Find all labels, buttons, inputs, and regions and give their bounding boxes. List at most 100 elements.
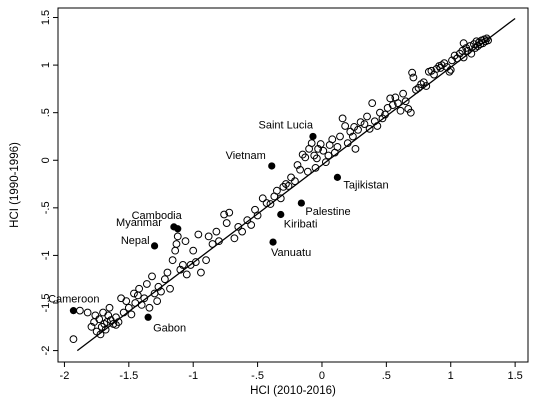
data-point	[145, 303, 154, 312]
highlighted-point	[144, 313, 152, 321]
data-point	[466, 42, 474, 50]
x-tick-label: 1	[448, 370, 454, 382]
data-point	[282, 180, 290, 188]
country-label: Gabon	[153, 322, 186, 334]
data-point	[238, 227, 247, 236]
data-point	[307, 139, 316, 148]
data-point	[273, 186, 281, 195]
data-point	[333, 143, 342, 151]
data-point	[396, 106, 405, 115]
data-point	[130, 289, 138, 298]
data-point	[105, 303, 114, 312]
data-point	[368, 99, 377, 108]
data-point	[459, 39, 468, 48]
data-point	[459, 53, 468, 62]
highlighted-point	[69, 307, 78, 315]
y-tick-label: -2	[40, 346, 52, 356]
data-point	[422, 82, 431, 90]
data-point	[350, 123, 359, 131]
data-point	[83, 308, 92, 317]
data-point	[127, 310, 136, 319]
data-point	[171, 246, 180, 255]
data-point	[351, 144, 360, 153]
data-point	[319, 146, 328, 155]
data-point	[122, 297, 131, 305]
highlighted-point	[268, 162, 276, 170]
y-axis-ticks: -2 -1.5 -1 -.5 0 .5 1 1.5	[40, 10, 58, 356]
data-point	[399, 89, 407, 98]
data-point	[104, 311, 113, 320]
data-point	[100, 320, 109, 328]
data-point	[91, 311, 100, 320]
y-axis-title: HCI (1990-1996)	[9, 142, 21, 228]
data-point	[336, 132, 344, 141]
country-label: Cameroon	[48, 294, 99, 306]
data-point	[142, 280, 151, 288]
data-point	[163, 268, 172, 277]
data-point	[388, 101, 397, 109]
data-point	[417, 80, 426, 89]
data-point	[157, 287, 165, 296]
data-point	[365, 124, 374, 133]
data-point	[204, 232, 213, 241]
data-point	[312, 154, 321, 163]
data-point	[348, 132, 357, 141]
data-point	[92, 327, 101, 336]
highlighted-point	[333, 173, 342, 181]
data-point	[341, 122, 350, 130]
plot-frame	[57, 7, 529, 363]
x-tick-label: .5	[382, 370, 391, 382]
data-point	[284, 182, 293, 190]
data-point	[69, 335, 78, 344]
x-axis-title: HCI (2010-2016)	[250, 385, 336, 397]
data-point	[181, 237, 190, 246]
y-tick-label: -.5	[40, 201, 52, 214]
data-point	[212, 227, 221, 236]
data-point	[436, 64, 445, 72]
data-point	[482, 34, 491, 43]
data-point	[409, 73, 418, 82]
data-point	[222, 219, 231, 227]
x-tick-label: -1	[188, 370, 198, 382]
data-point	[160, 275, 169, 284]
data-point	[87, 322, 96, 331]
data-point	[406, 108, 415, 117]
data-point	[293, 161, 302, 169]
country-label: Saint Lucia	[259, 119, 314, 131]
highlighted-point	[150, 242, 159, 250]
country-label: Tajikistan	[343, 179, 388, 191]
data-point	[75, 306, 84, 315]
country-label: Vanuatu	[271, 247, 311, 259]
x-tick-label: 1.5	[507, 370, 522, 382]
data-point	[225, 208, 234, 217]
data-point	[220, 210, 229, 219]
data-point	[101, 325, 110, 334]
country-label: Cambodia	[132, 210, 183, 222]
data-point	[140, 294, 149, 303]
country-label: Vietnam	[226, 150, 266, 162]
data-point	[166, 284, 174, 293]
data-point	[153, 297, 162, 305]
data-point	[316, 140, 325, 148]
x-tick-label: 0	[319, 370, 325, 382]
data-point	[234, 222, 243, 231]
x-tick-label: -2	[60, 370, 70, 382]
data-point	[386, 94, 395, 103]
highlighted-point	[309, 132, 317, 141]
data-point	[230, 234, 239, 243]
y-tick-label: 0	[40, 157, 52, 163]
data-point	[99, 308, 107, 317]
data-point	[363, 112, 371, 121]
x-tick-label: -1.5	[119, 370, 138, 382]
data-point	[324, 151, 333, 160]
data-point	[189, 246, 198, 255]
data-point	[287, 173, 295, 182]
data-point	[202, 256, 210, 265]
y-tick-label: -1	[40, 251, 52, 261]
data-point	[96, 330, 105, 339]
data-point	[253, 211, 262, 220]
data-point	[95, 315, 104, 324]
data-point	[401, 97, 410, 106]
data-point	[266, 200, 275, 208]
